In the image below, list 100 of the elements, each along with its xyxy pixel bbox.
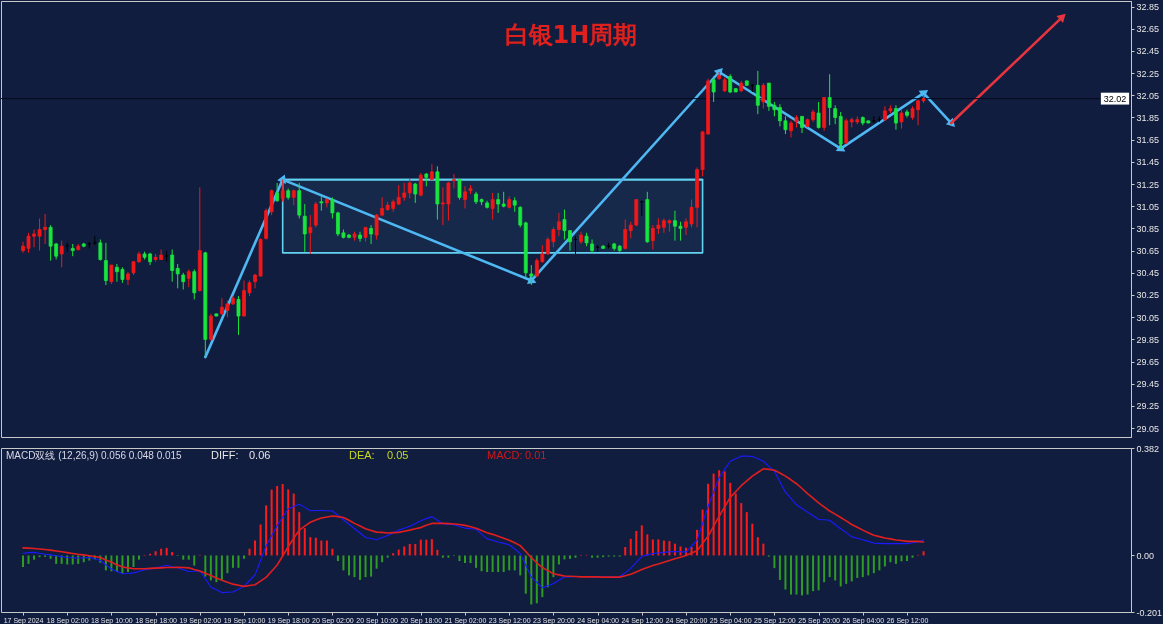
y-tick-label: 32.45 xyxy=(1136,46,1160,57)
candlestick xyxy=(302,203,307,253)
bar xyxy=(353,555,356,578)
bar xyxy=(480,555,483,572)
bar xyxy=(861,555,864,578)
bar xyxy=(646,534,649,556)
y-tick-label: 29.45 xyxy=(1136,379,1160,390)
bar xyxy=(563,555,566,560)
bar xyxy=(773,555,776,569)
y-tick-label: 31.85 xyxy=(1136,112,1160,123)
bar xyxy=(817,555,820,591)
candlestick xyxy=(170,249,175,283)
bar xyxy=(22,555,24,567)
bar xyxy=(922,551,925,556)
bar xyxy=(850,555,853,582)
candlestick xyxy=(899,109,904,130)
bar xyxy=(751,523,754,556)
bar xyxy=(469,555,472,564)
annotation: MACD: xyxy=(487,449,523,461)
y-tick-label: 0.382 xyxy=(1136,443,1160,454)
bar xyxy=(408,543,411,556)
bar xyxy=(276,485,279,556)
point xyxy=(277,174,286,185)
candlestick xyxy=(529,264,534,286)
bar xyxy=(574,555,577,558)
bar xyxy=(778,555,781,580)
bar xyxy=(596,555,599,558)
bar xyxy=(154,551,157,556)
y-tick-label: 30.45 xyxy=(1136,268,1160,279)
annotation: 0.01 xyxy=(525,449,547,461)
candlestick xyxy=(816,101,821,130)
bar xyxy=(508,555,511,571)
bar xyxy=(906,555,908,562)
bar xyxy=(270,489,273,556)
bar xyxy=(237,555,240,568)
bar xyxy=(475,555,478,568)
candlestick xyxy=(623,219,628,251)
bar xyxy=(436,549,439,556)
y-tick-label: 32.85 xyxy=(1136,2,1160,13)
bar xyxy=(243,555,245,559)
candlestick xyxy=(313,201,318,228)
bar xyxy=(375,555,378,569)
candlestick xyxy=(192,268,197,300)
bar xyxy=(347,555,350,576)
bar xyxy=(220,555,223,580)
bar xyxy=(878,555,881,571)
bar xyxy=(231,555,234,568)
candlestick xyxy=(369,224,373,245)
y-tick-label: 32.05 xyxy=(1136,90,1160,101)
y-tick-label: 29.05 xyxy=(1136,423,1160,434)
bar xyxy=(845,555,848,584)
bar xyxy=(497,555,500,573)
annotation: DIFF: xyxy=(211,449,239,461)
bar xyxy=(27,555,30,564)
bar xyxy=(834,555,837,581)
bar xyxy=(624,547,627,556)
bar xyxy=(320,540,323,556)
bar xyxy=(723,471,726,556)
bar xyxy=(635,530,638,556)
bar xyxy=(801,555,804,596)
candlestick xyxy=(236,295,241,336)
bar xyxy=(209,555,212,581)
bar xyxy=(298,512,301,556)
candlestick xyxy=(103,242,108,286)
bar xyxy=(259,524,262,556)
bar xyxy=(557,555,560,565)
y-tick-label: 32.65 xyxy=(1136,24,1160,35)
bar xyxy=(430,539,433,556)
bar xyxy=(193,555,196,566)
bar xyxy=(872,555,875,574)
bar xyxy=(132,555,135,567)
candlestick xyxy=(109,264,114,285)
bar xyxy=(33,555,36,560)
bar xyxy=(712,473,715,556)
bar xyxy=(795,555,798,595)
bar xyxy=(447,555,450,558)
bar xyxy=(823,555,826,583)
candlestick xyxy=(452,173,456,189)
bar xyxy=(138,555,141,560)
y-tick-label: 31.65 xyxy=(1136,135,1160,146)
bar xyxy=(552,555,555,578)
bar xyxy=(546,555,549,588)
bar xyxy=(524,555,527,594)
bar xyxy=(591,555,594,558)
bar xyxy=(292,493,295,556)
bar xyxy=(414,543,417,556)
bar xyxy=(745,512,748,556)
candlestick xyxy=(275,182,280,203)
bar xyxy=(867,555,870,576)
y-tick-label: 31.45 xyxy=(1136,157,1160,168)
bar xyxy=(386,555,389,558)
bar xyxy=(894,555,897,564)
bar xyxy=(121,555,124,574)
y-tick-label: 30.05 xyxy=(1136,312,1160,323)
bar xyxy=(464,555,466,564)
y-tick-label: 29.85 xyxy=(1136,334,1160,345)
chart-title: MACD双线 (12,26,9) 0.056 0.048 0.015 xyxy=(6,450,183,461)
bar xyxy=(519,555,522,576)
bar xyxy=(718,470,721,556)
bar xyxy=(734,493,737,556)
